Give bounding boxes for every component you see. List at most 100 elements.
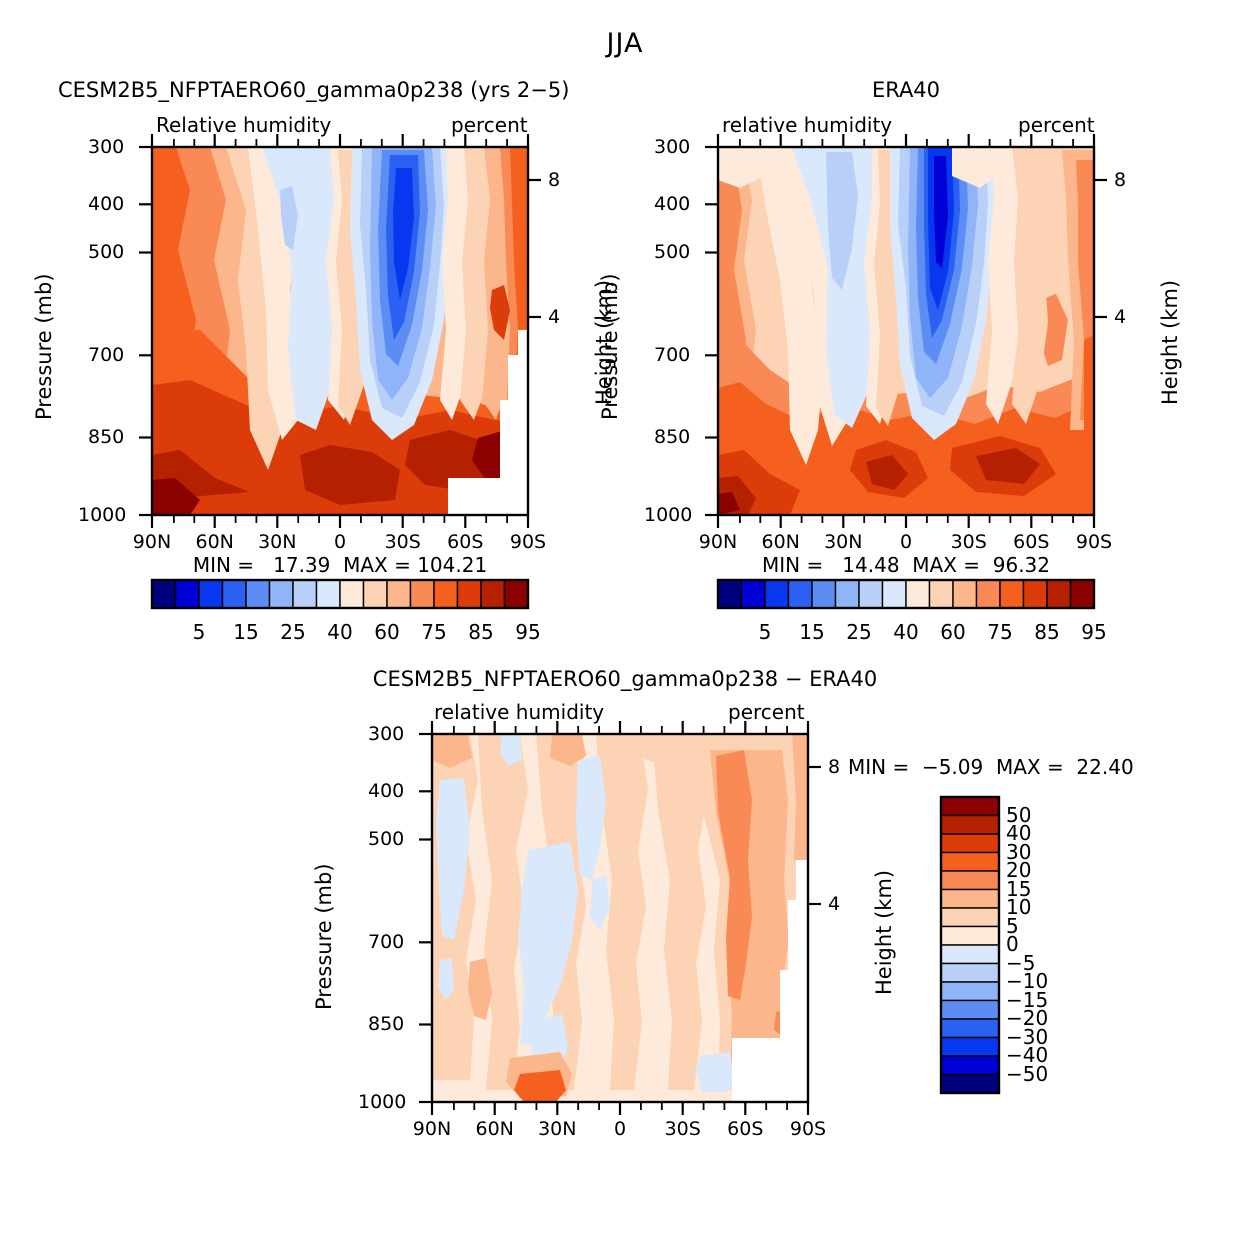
colorbar-cell (940, 925, 1000, 946)
colorbar-cell (940, 1036, 1000, 1057)
colorbar-tick-label: 10 (1006, 895, 1032, 919)
panel-model-left-label: Relative humidity (156, 113, 332, 137)
colorbar-outline (150, 578, 530, 610)
colorbar-tick-label: −10 (1006, 969, 1049, 993)
colorbar-cell (940, 962, 1000, 983)
x-tick-60S: 60S (447, 531, 484, 553)
panel-obs-colorbar-labels: 5 15 25 40 60 75 85 95 (718, 620, 1107, 646)
panel-obs-y2-ticks (1094, 178, 1107, 319)
y-tick-400: 400 (368, 780, 405, 802)
colorbar-cell (940, 1018, 1000, 1039)
colorbar-tick-label: 5 (1006, 913, 1019, 938)
colorbar-cell (940, 851, 1000, 872)
colorbar-cell (940, 888, 1000, 909)
panel-obs-left-label: relative humidity (722, 113, 893, 137)
colorbar-tick-label: 50 (1006, 802, 1032, 827)
x-tick-30N: 30N (538, 1118, 577, 1140)
x-tick-90N: 90N (698, 531, 738, 553)
colorbar-tick-label: 15 (233, 620, 259, 644)
x-tick-90S: 90S (789, 1118, 827, 1140)
colorbar-tick-label: −15 (1006, 987, 1049, 1012)
colorbar-tick-label: 40 (1006, 821, 1032, 845)
y-tick-850: 850 (368, 1013, 405, 1035)
season-title: JJA (606, 28, 644, 59)
panel-model-colorbar-labels: 5 15 25 40 60 75 85 95 (152, 620, 541, 646)
x-tick-30N: 30N (258, 531, 297, 553)
y-tick-400: 400 (654, 193, 691, 215)
y-tick-400: 400 (88, 193, 125, 215)
x-tick-60N: 60N (475, 1118, 514, 1140)
y-tick-300: 300 (654, 136, 691, 158)
panel-difference-plot (419, 721, 821, 1115)
y2-tick-8: 8 (828, 756, 841, 778)
panel-obs-colorbar (716, 578, 1096, 610)
colorbar-tick-label: −5 (1006, 950, 1036, 975)
colorbar-cell (940, 1055, 1000, 1076)
panel-difference-x-minor-ticks (452, 726, 788, 1110)
colorbar-tick-label: 75 (987, 620, 1013, 644)
colorbar-tick-label: 95 (515, 620, 541, 644)
colorbar-tick-label: 95 (1081, 620, 1107, 644)
colorbar-tick-label: 20 (1006, 858, 1032, 882)
panel-difference-left-label: relative humidity (434, 700, 605, 724)
y-tick-1000: 1000 (358, 1091, 407, 1113)
x-tick-60N: 60N (761, 531, 800, 553)
y2-tick-8: 8 (1114, 169, 1127, 191)
x-tick-90N: 90N (412, 1118, 452, 1140)
y2-tick-4: 4 (828, 893, 841, 915)
colorbar-tick-label: 30 (1006, 839, 1032, 864)
y-tick-1000: 1000 (78, 504, 127, 526)
y-tick-700: 700 (368, 931, 405, 953)
panel-model-colorbar (150, 578, 530, 610)
panel-model-y2-ticks (528, 178, 541, 319)
colorbar-cell (940, 814, 1000, 835)
colorbar-tick-label: 85 (468, 620, 494, 644)
colorbar-tick-label: 60 (374, 620, 400, 644)
panel-model-x-ticks (150, 134, 530, 528)
x-tick-30N: 30N (824, 531, 863, 553)
colorbar-tick-label: 40 (893, 620, 919, 644)
panel-model-plot (139, 134, 541, 528)
x-tick-0: 0 (333, 531, 347, 553)
panel-model-title: CESM2B5_NFPTAERO60_gamma0p238 (yrs 2−5) (58, 78, 570, 102)
y-tick-700: 700 (88, 344, 125, 366)
panel-model-right-label: percent (451, 113, 528, 137)
y-tick-850: 850 (88, 426, 125, 448)
colorbar-tick-label: −20 (1006, 1006, 1049, 1030)
panel-obs-right-label: percent (1018, 113, 1095, 137)
y2-tick-4: 4 (548, 306, 561, 328)
x-tick-90S: 90S (509, 531, 547, 553)
x-tick-30S: 30S (950, 531, 987, 553)
x-tick-30S: 30S (384, 531, 421, 553)
y2-tick-4: 4 (1114, 306, 1127, 328)
panel-model-field (152, 147, 528, 515)
colorbar-tick-label: 5 (758, 620, 772, 644)
colorbar-tick-label: 15 (1006, 876, 1032, 901)
colorbar-cell (940, 944, 1000, 965)
y-tick-300: 300 (88, 136, 125, 158)
colorbar-cell (940, 833, 1000, 854)
colorbar-cell (940, 907, 1000, 928)
y-tick-300: 300 (368, 723, 405, 745)
y2-tick-8: 8 (548, 169, 561, 191)
colorbar-tick-label: −30 (1006, 1024, 1049, 1049)
x-tick-90N: 90N (132, 531, 172, 553)
colorbar-tick-label: −40 (1006, 1043, 1049, 1067)
panel-obs-x-minor-ticks (739, 139, 1074, 523)
y-tick-700: 700 (654, 344, 691, 366)
panel-difference-colorbar (939, 795, 1001, 1095)
colorbar-cell (940, 870, 1000, 891)
colorbar-tick-label: 5 (192, 620, 206, 644)
colorbar-cell (940, 796, 1000, 817)
panel-difference-stats: MIN = −5.09 MAX = 22.40 (848, 755, 1134, 779)
panel-obs-field (718, 147, 1094, 515)
y-tick-500: 500 (654, 241, 691, 263)
panel-obs-plot (705, 134, 1107, 528)
colorbar-tick-label: 15 (799, 620, 825, 644)
panel-model-stats: MIN = 17.39 MAX = 104.21 (192, 553, 488, 577)
y-tick-500: 500 (88, 241, 125, 263)
y-tick-500: 500 (368, 828, 405, 850)
x-tick-0: 0 (899, 531, 913, 553)
panel-difference-field (432, 734, 808, 1102)
x-tick-0: 0 (613, 1118, 627, 1140)
